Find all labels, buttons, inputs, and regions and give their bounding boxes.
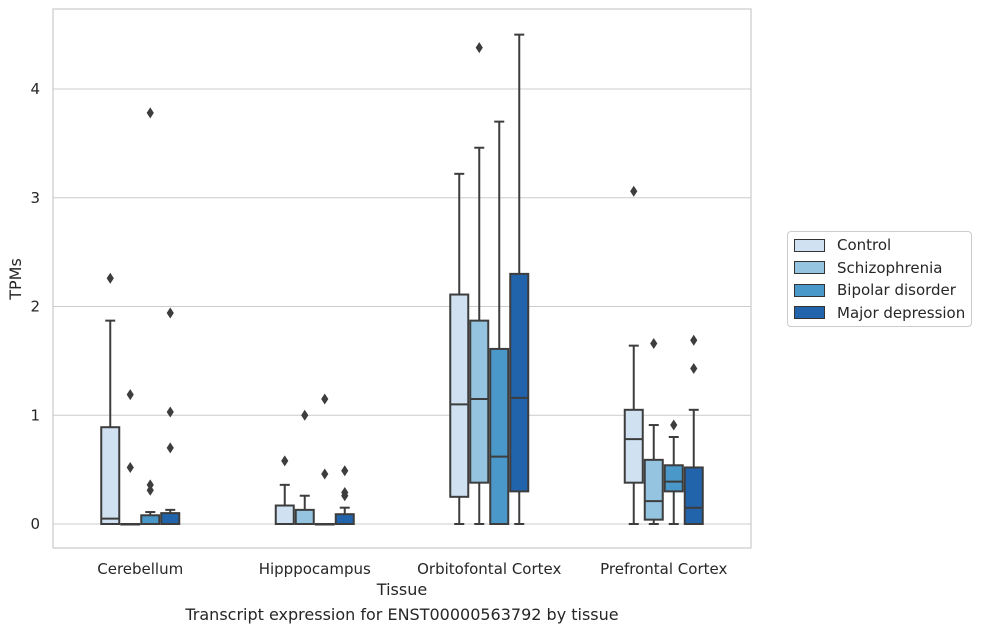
outlier-point	[146, 479, 154, 491]
box-iqr	[663, 464, 684, 493]
legend-swatch	[794, 238, 825, 252]
legend-swatch	[794, 261, 825, 274]
outlier-point	[321, 393, 329, 405]
box-major-depression	[334, 465, 355, 526]
outlier-point	[166, 307, 174, 319]
box-bipolar-disorder	[663, 419, 684, 525]
y-axis-label: TPMs	[6, 258, 25, 301]
outlier-point	[166, 406, 174, 418]
legend-label: Schizophrenia	[837, 258, 943, 277]
legend-label: Control	[837, 236, 892, 254]
box-schizophrenia	[120, 389, 141, 526]
box-iqr	[489, 347, 510, 525]
outlier-point	[126, 389, 134, 401]
legend-label: Major depression	[837, 303, 966, 322]
legend-item: Schizophrenia	[794, 259, 942, 277]
outlier-point	[126, 461, 134, 473]
box-iqr	[509, 272, 530, 493]
box-control	[623, 185, 644, 525]
box-iqr	[160, 512, 181, 525]
outlier-point	[321, 468, 329, 480]
legend-swatch	[794, 306, 825, 319]
x-tick-labels: Cerebellum Hipppocampus Orbitofontal Corte…	[97, 560, 727, 578]
box-bipolar-disorder	[314, 393, 335, 526]
outlier-point	[281, 455, 289, 467]
outlier-point	[690, 334, 698, 346]
outlier-point	[690, 362, 698, 374]
legend-item: Major depression	[794, 304, 965, 322]
box-schizophrenia	[469, 42, 490, 525]
grid-lines	[53, 88, 751, 525]
legend-swatch	[794, 283, 825, 297]
box-bipolar-disorder	[140, 107, 161, 525]
plot-frame	[52, 8, 752, 549]
box-control	[100, 272, 121, 525]
box-bipolar-disorder	[489, 120, 510, 525]
box-iqr	[643, 458, 664, 521]
legend-item: Bipolar disorder	[794, 281, 956, 299]
legend: Control Schizophrenia Bipolar disorder Majo…	[787, 231, 972, 327]
legend-label: Bipolar disorder	[837, 281, 956, 299]
outlier-point	[341, 465, 349, 477]
box-schizophrenia	[643, 337, 664, 525]
box-iqr	[449, 293, 470, 498]
box-iqr	[469, 319, 490, 484]
y-tick-label: 3	[30, 189, 40, 207]
box-major-depression	[509, 33, 530, 525]
outlier-point	[475, 42, 483, 54]
box-iqr	[623, 408, 644, 484]
outlier-point	[146, 107, 154, 119]
box-iqr	[683, 466, 704, 526]
outlier-point	[301, 409, 309, 421]
outlier-point	[166, 442, 174, 454]
box-iqr	[334, 513, 355, 526]
box-iqr	[140, 514, 161, 525]
x-axis-label: Tissue	[376, 580, 427, 599]
x-tick-label: Cerebellum	[97, 560, 183, 578]
y-tick-label: 0	[30, 515, 40, 533]
box-iqr	[274, 504, 295, 526]
legend-item: Control	[794, 236, 891, 254]
box-schizophrenia	[294, 409, 315, 525]
y-tick-label: 4	[30, 80, 40, 98]
y-tick-labels: 0 1 2 3 4	[30, 80, 40, 533]
boxes	[100, 33, 704, 526]
chart-caption: Transcript expression for ENST0000056379…	[185, 605, 619, 624]
box-control	[274, 455, 295, 526]
outlier-point	[670, 419, 678, 431]
x-tick-label: Hipppocampus	[259, 560, 371, 578]
y-tick-label: 2	[30, 298, 40, 316]
box-control	[449, 172, 470, 525]
outlier-point	[106, 272, 114, 284]
x-tick-label: Orbitofontal Cortex	[417, 560, 561, 578]
outlier-point	[341, 486, 349, 498]
box-major-depression	[683, 334, 704, 526]
box-iqr	[294, 508, 315, 525]
outlier-point	[630, 185, 638, 197]
x-tick-label: Prefrontal Cortex	[600, 560, 727, 578]
box-major-depression	[160, 307, 181, 525]
box-iqr	[100, 426, 121, 525]
outlier-point	[650, 337, 658, 349]
y-tick-label: 1	[30, 406, 40, 424]
